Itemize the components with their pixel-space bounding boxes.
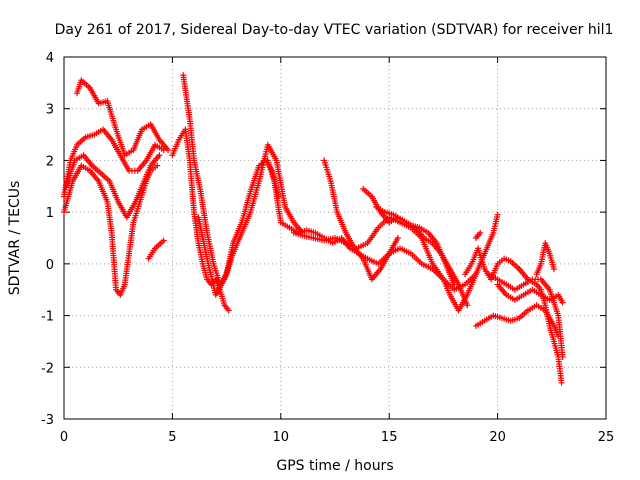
y-tick-label: 2	[46, 154, 54, 169]
y-tick-label: -1	[41, 310, 54, 325]
data-point-marker	[165, 147, 172, 154]
series-track-11	[321, 157, 401, 283]
y-tick-label: -2	[41, 361, 54, 376]
series-track-20	[533, 240, 557, 278]
series-track-18	[494, 281, 566, 306]
data-point-marker	[464, 302, 471, 309]
y-tick-labels: -3 -2 -1 0 1 2 3 4	[41, 51, 54, 428]
chart-title: Day 261 of 2017, Sidereal Day-to-day VTE…	[55, 22, 614, 38]
series-track-4	[74, 77, 172, 159]
grid-lines	[64, 57, 606, 419]
x-tick-label: 25	[598, 430, 615, 445]
data-point-marker	[451, 281, 458, 288]
x-tick-label: 20	[489, 430, 506, 445]
series-track-14	[440, 211, 501, 314]
data-point-marker	[558, 379, 565, 386]
y-tick-label: -3	[41, 413, 54, 428]
y-tick-label: 0	[46, 258, 54, 273]
x-tick-label: 15	[381, 430, 398, 445]
data-point-marker	[494, 211, 501, 218]
x-tick-labels: 0 5 10 15 20 25	[60, 430, 614, 445]
data-point-marker	[477, 229, 484, 236]
series-track-8	[195, 141, 306, 298]
series-track-21	[472, 229, 484, 241]
y-tick-label: 4	[46, 51, 54, 66]
data-point-marker	[156, 152, 163, 159]
series-track-3	[63, 152, 163, 221]
data-point-marker	[394, 235, 401, 241]
x-tick-label: 0	[60, 430, 68, 445]
series-track-13	[373, 203, 458, 288]
data-point-marker	[225, 307, 232, 314]
data-point-marker	[559, 299, 566, 306]
y-tick-label: 1	[46, 206, 54, 221]
y-axis-label: SDTVAR / TECUs	[7, 181, 23, 296]
series-track-2	[61, 126, 167, 200]
data-points	[61, 72, 566, 386]
x-tick-label: 10	[273, 430, 290, 445]
data-point-marker	[550, 266, 557, 273]
series-track-5	[145, 237, 167, 262]
plot-frame	[63, 56, 607, 420]
series-track-15	[462, 245, 523, 283]
series-track-19	[516, 266, 565, 386]
data-point-marker	[154, 162, 161, 169]
x-tick-label: 5	[168, 430, 176, 445]
y-tick-label: 3	[46, 103, 54, 118]
data-point-marker	[160, 237, 167, 244]
series-track-17	[485, 271, 566, 360]
x-axis-label: GPS time / hours	[276, 458, 393, 474]
